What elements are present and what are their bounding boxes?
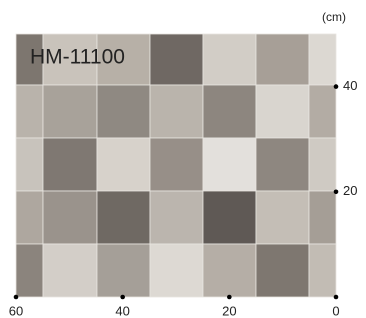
tile bbox=[97, 191, 150, 244]
tile bbox=[43, 138, 97, 191]
x-tick-dot bbox=[120, 295, 125, 300]
tile bbox=[16, 244, 43, 297]
tile bbox=[256, 191, 309, 244]
tile bbox=[43, 244, 97, 297]
tile bbox=[150, 244, 203, 297]
x-tick-label: 40 bbox=[115, 303, 129, 318]
tile bbox=[309, 191, 336, 244]
tile bbox=[150, 34, 203, 85]
y-tick-label: 20 bbox=[343, 183, 357, 198]
tile bbox=[203, 244, 256, 297]
x-tick-dot bbox=[334, 295, 339, 300]
tile bbox=[97, 244, 150, 297]
x-tick-label: 0 bbox=[332, 303, 339, 318]
tile bbox=[150, 85, 203, 138]
tile bbox=[203, 191, 256, 244]
tile bbox=[43, 191, 97, 244]
tile bbox=[256, 244, 309, 297]
product-code: HM-11100 bbox=[30, 46, 125, 69]
floor-pattern bbox=[16, 34, 336, 297]
tile bbox=[309, 85, 336, 138]
tile bbox=[16, 85, 43, 138]
tile bbox=[16, 138, 43, 191]
x-tick-label: 20 bbox=[222, 303, 236, 318]
y-tick-dot bbox=[334, 190, 339, 195]
y-tick-dot bbox=[334, 84, 339, 89]
tile bbox=[43, 85, 97, 138]
tile bbox=[309, 34, 336, 85]
tile bbox=[309, 244, 336, 297]
y-tick-label: 40 bbox=[343, 78, 357, 93]
tile bbox=[256, 85, 309, 138]
x-tick-dot bbox=[14, 295, 19, 300]
unit-label: (cm) bbox=[322, 10, 346, 24]
tile bbox=[97, 138, 150, 191]
x-tick-label: 60 bbox=[9, 303, 23, 318]
tile bbox=[97, 85, 150, 138]
x-tick-dot bbox=[227, 295, 232, 300]
tile bbox=[16, 191, 43, 244]
tile bbox=[203, 85, 256, 138]
tile bbox=[256, 138, 309, 191]
tile bbox=[203, 138, 256, 191]
tile bbox=[203, 34, 256, 85]
tile bbox=[150, 138, 203, 191]
tile bbox=[256, 34, 309, 85]
swatch-view: HM-11100 (cm) 60 40 20 0 40 20 bbox=[0, 0, 366, 318]
tile bbox=[150, 191, 203, 244]
tile bbox=[309, 138, 336, 191]
